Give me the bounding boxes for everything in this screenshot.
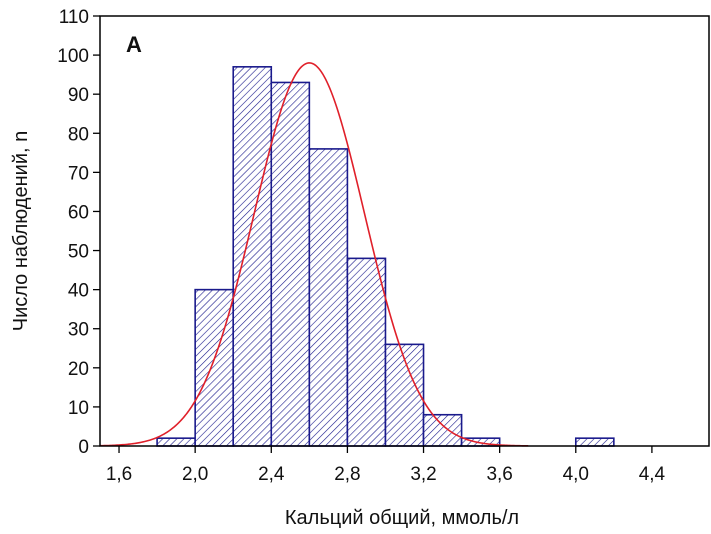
histogram-bar-2 — [194, 288, 235, 447]
y-tick-label: 50 — [68, 242, 89, 263]
histogram-bar-1 — [156, 437, 196, 447]
y-tick-label: 60 — [68, 202, 89, 223]
y-tick-label: 70 — [68, 163, 89, 184]
x-axis-title: Кальций общий, ммоль/л — [285, 507, 519, 529]
y-tick-label: 110 — [59, 7, 89, 28]
y-tick-label: 80 — [68, 124, 89, 145]
x-tick-label: 3,2 — [410, 464, 436, 485]
x-tick-label: 4,0 — [563, 464, 589, 485]
histogram-bar-8 — [422, 413, 463, 447]
plot-frame — [99, 15, 710, 447]
histogram-bar-3 — [232, 66, 273, 447]
y-tick-label: 10 — [68, 398, 89, 419]
histogram-bar-6 — [346, 257, 387, 447]
y-axis-title: Число наблюдений, n — [10, 131, 32, 331]
y-tick-label: 30 — [68, 320, 89, 341]
y-axis: 0 10 20 30 40 50 60 70 80 90 100 110 — [57, 7, 100, 458]
panel-label: A — [126, 32, 142, 57]
y-tick-label: 0 — [78, 437, 89, 458]
y-tick-label: 100 — [57, 46, 89, 67]
x-tick-label: 1,6 — [106, 464, 132, 485]
x-tick-label: 2,8 — [334, 464, 360, 485]
x-tick-label: 2,0 — [182, 464, 208, 485]
histogram-bars — [156, 66, 615, 447]
x-axis: 1,6 2,0 2,4 2,8 3,2 3,6 4,0 4,4 — [106, 446, 666, 485]
normal-fit-curve — [99, 62, 529, 447]
y-tick-label: 20 — [68, 359, 89, 380]
x-tick-label: 4,4 — [639, 464, 666, 485]
histogram-bar-10 — [574, 437, 615, 447]
y-tick-label: 90 — [68, 85, 89, 106]
y-tick-label: 40 — [68, 281, 89, 302]
x-tick-label: 3,6 — [486, 464, 512, 485]
histogram-bar-5 — [308, 148, 349, 447]
histogram-bar-4 — [270, 81, 311, 447]
x-tick-label: 2,4 — [258, 464, 285, 485]
